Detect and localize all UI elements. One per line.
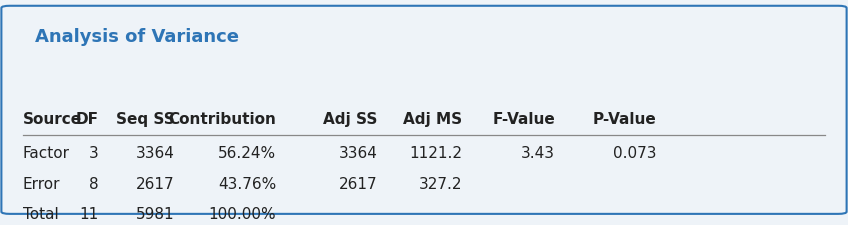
Text: Factor: Factor <box>23 146 70 161</box>
Text: Seq SS: Seq SS <box>116 112 175 127</box>
Text: Analysis of Variance: Analysis of Variance <box>36 28 239 46</box>
Text: 56.24%: 56.24% <box>218 146 276 161</box>
Text: 0.073: 0.073 <box>613 146 656 161</box>
Text: 3364: 3364 <box>338 146 377 161</box>
Text: DF: DF <box>75 112 98 127</box>
Text: Source: Source <box>23 112 81 127</box>
Text: 3.43: 3.43 <box>521 146 555 161</box>
Text: Total: Total <box>23 207 59 223</box>
Text: 2617: 2617 <box>339 177 377 192</box>
Text: 2617: 2617 <box>136 177 175 192</box>
Text: 3364: 3364 <box>136 146 175 161</box>
FancyBboxPatch shape <box>2 6 846 214</box>
Text: F-Value: F-Value <box>492 112 555 127</box>
Text: 8: 8 <box>89 177 98 192</box>
Text: 1121.2: 1121.2 <box>409 146 462 161</box>
Text: 11: 11 <box>80 207 98 223</box>
Text: Contribution: Contribution <box>168 112 276 127</box>
Text: 43.76%: 43.76% <box>218 177 276 192</box>
Text: Adj MS: Adj MS <box>403 112 462 127</box>
Text: 100.00%: 100.00% <box>209 207 276 223</box>
Text: 5981: 5981 <box>136 207 175 223</box>
Text: 327.2: 327.2 <box>419 177 462 192</box>
Text: P-Value: P-Value <box>593 112 656 127</box>
Text: Adj SS: Adj SS <box>323 112 377 127</box>
Text: Error: Error <box>23 177 60 192</box>
Text: 3: 3 <box>89 146 98 161</box>
